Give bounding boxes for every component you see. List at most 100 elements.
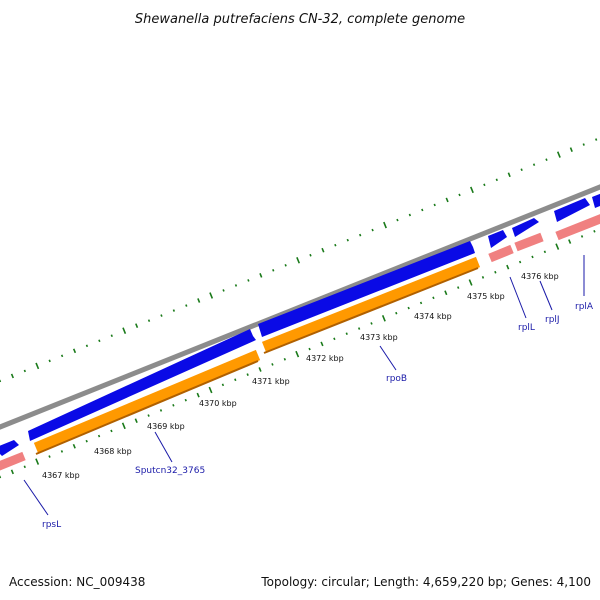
- gc-skew-tick: [284, 263, 287, 267]
- gc-skew-tick: [595, 138, 598, 141]
- gc-skew-tick: [23, 369, 26, 373]
- gc-content-tick: [432, 296, 435, 300]
- gc-content-tick: [10, 469, 14, 475]
- tick-label-4369: 4369 kbp: [147, 422, 185, 431]
- gc-content-tick: [234, 378, 237, 382]
- leader-rpoB: [379, 345, 397, 371]
- gc-content-tick: [271, 363, 274, 366]
- gene-arrow-rplJ-upstream: [512, 218, 539, 237]
- gc-content-tick: [172, 404, 175, 407]
- gc-content-tick: [381, 315, 386, 322]
- gc-skew-tick: [458, 193, 461, 197]
- gc-skew-tick: [371, 228, 374, 232]
- genome-summary-text: Topology: circular; Length: 4,659,220 bp…: [260, 575, 591, 589]
- gc-skew-tick: [234, 284, 238, 287]
- gene-arrow-rplK: [592, 193, 600, 208]
- gc-skew-tick: [532, 163, 536, 167]
- gc-content-tick: [72, 443, 76, 449]
- gc-content-tick: [295, 350, 300, 358]
- gc-content-tick: [147, 414, 150, 417]
- operon-bar-rpsL-rpoB: [33, 349, 261, 454]
- gene-label-rpoB: rpoB: [386, 374, 407, 384]
- gene-label-rpsL: rpsL: [42, 520, 61, 530]
- gc-content-tick: [208, 386, 213, 394]
- gc-content-track-inner: [0, 229, 596, 479]
- gene-arrow-rpsL-region: [0, 440, 19, 456]
- gc-skew-tick: [172, 309, 176, 312]
- gc-skew-track-outer: [0, 138, 598, 383]
- operon-track: [33, 256, 481, 455]
- leader-sputcn32-3765: [154, 431, 173, 463]
- gc-skew-tick: [98, 339, 101, 343]
- gc-skew-tick: [433, 203, 436, 207]
- gc-skew-tick: [60, 354, 64, 358]
- gene-label-rplJ: rplJ: [545, 315, 560, 325]
- gc-content-tick: [333, 337, 336, 341]
- gc-content-tick: [395, 311, 398, 315]
- gc-content-tick: [320, 341, 324, 347]
- tick-label-4376: 4376 kbp: [521, 272, 559, 281]
- rna-bar-rplL: [488, 244, 514, 263]
- gc-skew-tick: [122, 327, 127, 334]
- forward-strand-genes: [0, 193, 600, 456]
- kbp-tick-labels: 4367 kbp 4368 kbp 4369 kbp 4370 kbp 4371…: [42, 272, 559, 480]
- leader-rplJ: [539, 280, 553, 311]
- gene-labels: rpsL Sputcn32_3765 rpoB rplL rplJ rplA: [42, 302, 594, 530]
- gc-skew-tick: [408, 213, 412, 217]
- gc-content-tick: [468, 279, 473, 286]
- tick-label-4375: 4375 kbp: [467, 292, 505, 301]
- gc-content-tick: [85, 439, 88, 443]
- gc-content-tick: [370, 322, 373, 325]
- gc-content-tick: [258, 367, 262, 372]
- gc-skew-tick: [197, 298, 201, 303]
- gene-arrow-rplL-upstream: [488, 230, 507, 248]
- gc-content-tick: [246, 373, 249, 376]
- gc-skew-tick: [35, 362, 40, 370]
- gc-content-tick: [543, 250, 547, 254]
- rna-track: [0, 214, 600, 471]
- gc-skew-tick: [321, 247, 325, 253]
- gc-content-tick: [518, 260, 522, 264]
- tick-label-4372: 4372 kbp: [306, 354, 344, 363]
- gc-content-tick: [23, 465, 26, 469]
- gene-label-rplL: rplL: [518, 323, 535, 333]
- gc-content-tick: [593, 229, 596, 233]
- operon-bar-shadow-2: [263, 267, 479, 354]
- rna-bar-rplJ: [514, 232, 544, 252]
- gc-content-tick: [159, 409, 163, 412]
- leader-rpsL: [23, 479, 49, 516]
- gc-content-tick: [568, 239, 572, 244]
- gc-skew-tick: [135, 323, 139, 329]
- gc-content-tick: [121, 422, 126, 430]
- tick-label-4370: 4370 kbp: [199, 399, 237, 408]
- gc-skew-tick: [346, 238, 349, 242]
- gc-skew-tick: [569, 147, 573, 152]
- gc-skew-tick: [222, 289, 225, 292]
- gc-content-tick: [221, 383, 225, 387]
- gc-content-tick: [134, 418, 138, 424]
- accession-text: Accession: NC_009438: [9, 575, 145, 589]
- gc-skew-tick: [272, 269, 275, 272]
- gc-skew-tick: [110, 334, 113, 338]
- tick-label-4368: 4368 kbp: [94, 447, 132, 456]
- gc-skew-tick: [85, 344, 89, 348]
- tick-label-4374: 4374 kbp: [414, 312, 452, 321]
- gc-skew-tick: [309, 253, 312, 257]
- gc-skew-tick: [556, 151, 561, 158]
- gene-arrow-fusA: [28, 329, 256, 441]
- gene-arrow-rpoC: [258, 241, 475, 337]
- gc-content-tick: [35, 458, 40, 465]
- gc-skew-tick: [470, 186, 474, 194]
- gc-skew-tick: [259, 273, 263, 278]
- gc-content-tick: [60, 450, 64, 453]
- gc-content-tick: [419, 301, 423, 305]
- gc-content-tick: [531, 255, 534, 259]
- gc-skew-tick: [507, 172, 511, 178]
- leader-rplL: [509, 276, 527, 319]
- gc-skew-tick: [334, 243, 337, 247]
- gc-content-tick: [196, 392, 200, 398]
- gene-label-sputcn32-3765: Sputcn32_3765: [135, 466, 205, 476]
- tick-label-4373: 4373 kbp: [360, 333, 398, 342]
- gc-content-tick: [407, 306, 410, 310]
